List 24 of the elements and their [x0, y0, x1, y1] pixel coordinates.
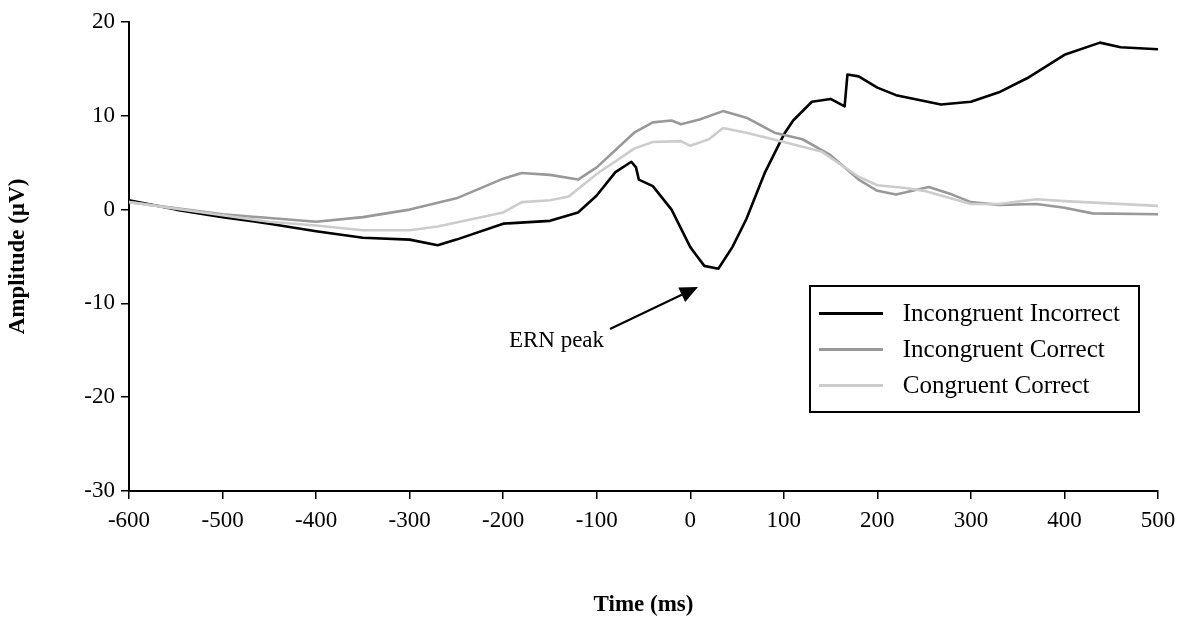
legend-label: Incongruent Incorrect — [902, 298, 1120, 328]
x-tick-label: 500 — [1140, 506, 1176, 532]
x-axis-title: Time (ms) — [593, 591, 694, 617]
legend-label: Congruent Correct — [902, 370, 1090, 400]
x-tick-label: 0 — [684, 506, 697, 532]
y-tick-label: 0 — [103, 195, 115, 221]
x-tick-label: 400 — [1047, 506, 1082, 532]
y-axis-title: Amplitude (µV) — [3, 178, 29, 335]
x-tick-label: -100 — [575, 506, 618, 532]
x-tick-label: -200 — [482, 506, 525, 532]
x-tick-label: -600 — [107, 506, 151, 532]
y-tick-label: 20 — [92, 8, 115, 34]
x-tick-label: 100 — [766, 506, 802, 532]
y-tick-label: -20 — [84, 383, 115, 409]
x-tick-label: 300 — [953, 506, 989, 532]
legend-label: Incongruent Correct — [902, 334, 1105, 364]
x-tick-label: 200 — [860, 506, 895, 532]
y-tick-label: 10 — [92, 101, 115, 127]
y-tick-label: -10 — [84, 289, 115, 315]
x-tick-label: -300 — [388, 506, 431, 532]
x-tick-label: -500 — [201, 506, 244, 532]
annotation: ERN peak — [508, 327, 605, 353]
y-tick-label: -30 — [84, 477, 115, 503]
x-tick-label: -400 — [295, 506, 338, 532]
